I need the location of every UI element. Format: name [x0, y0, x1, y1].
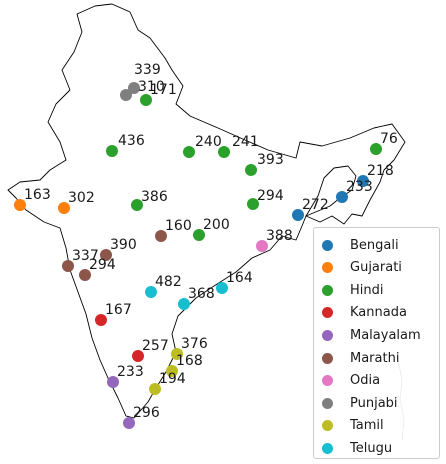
legend-label: Tamil — [350, 418, 384, 434]
point-hindi-8 — [193, 229, 205, 241]
point-telugu-2 — [216, 282, 228, 294]
point-hindi-3 — [218, 146, 230, 158]
point-label-hindi-8: 200 — [203, 217, 230, 233]
india-outline — [7, 3, 406, 419]
point-label-tamil-1: 168 — [176, 353, 203, 369]
point-tamil-0 — [171, 348, 183, 360]
legend-item-kannada: Kannada — [322, 302, 407, 324]
point-kannada-0 — [95, 314, 107, 326]
point-label-bengali-1: 233 — [346, 179, 373, 195]
legend-marker — [322, 329, 333, 341]
legend-label: Gujarati — [350, 260, 402, 276]
point-label-hindi-4: 393 — [257, 152, 284, 168]
legend-label: Marathi — [350, 350, 400, 366]
legend-item-tamil: Tamil — [322, 415, 384, 437]
point-tamil-1 — [166, 365, 178, 377]
point-label-kannada-1: 257 — [142, 338, 169, 354]
legend-item-bengali: Bengali — [322, 234, 399, 256]
point-telugu-1 — [178, 298, 190, 310]
point-label-hindi-0: 171 — [150, 82, 177, 98]
point-gujarati-0 — [14, 199, 26, 211]
point-label-punjabi-0: 339 — [134, 62, 161, 78]
legend-item-marathi: Marathi — [322, 347, 399, 369]
legend-label: Malayalam — [350, 327, 421, 343]
point-label-telugu-2: 164 — [226, 270, 253, 286]
point-label-odia-0: 388 — [266, 228, 293, 244]
legend-item-malayalam: Malayalam — [322, 324, 421, 346]
legend-marker — [322, 239, 333, 251]
point-kannada-1 — [132, 350, 144, 362]
legend-item-hindi: Hindi — [322, 279, 384, 301]
legend-item-odia: Odia — [322, 370, 380, 392]
legend-label: Hindi — [350, 282, 384, 298]
point-label-hindi-1: 436 — [118, 133, 145, 149]
point-label-marathi-0: 390 — [110, 237, 137, 253]
point-label-kannada-0: 167 — [105, 302, 132, 318]
point-hindi-2 — [183, 146, 195, 158]
point-label-hindi-6: 386 — [141, 189, 168, 205]
point-label-marathi-1: 337 — [72, 248, 99, 264]
legend-item-telugu: Telugu — [322, 437, 392, 459]
point-hindi-0 — [140, 94, 152, 106]
point-label-hindi-5: 76 — [380, 131, 398, 147]
point-label-malayalam-1: 296 — [133, 405, 160, 421]
point-hindi-5 — [370, 143, 382, 155]
point-malayalam-0 — [107, 376, 119, 388]
northeast-outline — [305, 165, 357, 217]
legend-item-punjabi: Punjabi — [322, 392, 398, 414]
legend-marker — [322, 284, 333, 296]
legend-marker — [322, 397, 333, 409]
point-label-bengali-0: 218 — [367, 163, 394, 179]
legend-label: Punjabi — [350, 395, 398, 411]
point-telugu-0 — [145, 286, 157, 298]
point-bengali-0 — [357, 175, 369, 187]
point-gujarati-1 — [58, 202, 70, 214]
point-label-telugu-0: 482 — [155, 274, 182, 290]
point-label-hindi-3: 241 — [232, 134, 259, 150]
point-hindi-6 — [131, 199, 143, 211]
legend-label: Bengali — [350, 237, 399, 253]
point-malayalam-1 — [123, 417, 135, 429]
legend: Bengali Gujarati Hindi Kannada Malayalam Mara… — [313, 227, 440, 459]
point-bengali-2 — [292, 209, 304, 221]
legend-marker — [322, 442, 333, 454]
point-bengali-1 — [336, 191, 348, 203]
point-label-hindi-2: 240 — [195, 134, 222, 150]
point-label-punjabi-1: 310 — [138, 79, 165, 95]
point-label-telugu-1: 368 — [188, 286, 215, 302]
legend-label: Telugu — [350, 440, 393, 456]
point-label-tamil-2: 194 — [159, 371, 186, 387]
legend-item-gujarati: Gujarati — [322, 257, 402, 279]
legend-marker — [322, 262, 333, 274]
point-label-marathi-2: 294 — [89, 257, 116, 273]
point-punjabi-1 — [120, 89, 132, 101]
legend-label: Kannada — [350, 305, 407, 321]
point-hindi-7 — [247, 198, 259, 210]
legend-marker — [322, 375, 333, 387]
point-tamil-2 — [149, 383, 161, 395]
point-label-tamil-0: 376 — [181, 336, 208, 352]
point-marathi-3 — [155, 230, 167, 242]
legend-label: Odia — [350, 373, 381, 389]
point-odia-0 — [256, 240, 268, 252]
legend-marker — [322, 307, 333, 319]
point-punjabi-0 — [128, 82, 140, 94]
point-label-gujarati-0: 163 — [24, 187, 51, 203]
point-label-gujarati-1: 302 — [68, 190, 95, 206]
legend-marker — [322, 420, 333, 432]
legend-marker — [322, 352, 333, 364]
point-label-hindi-7: 294 — [257, 188, 284, 204]
point-marathi-2 — [79, 269, 91, 281]
point-hindi-1 — [106, 145, 118, 157]
point-label-marathi-3: 160 — [165, 218, 192, 234]
point-marathi-0 — [100, 249, 112, 261]
point-label-bengali-2: 272 — [302, 197, 329, 213]
point-label-malayalam-0: 233 — [117, 364, 144, 380]
point-marathi-1 — [62, 260, 74, 272]
point-hindi-4 — [245, 164, 257, 176]
